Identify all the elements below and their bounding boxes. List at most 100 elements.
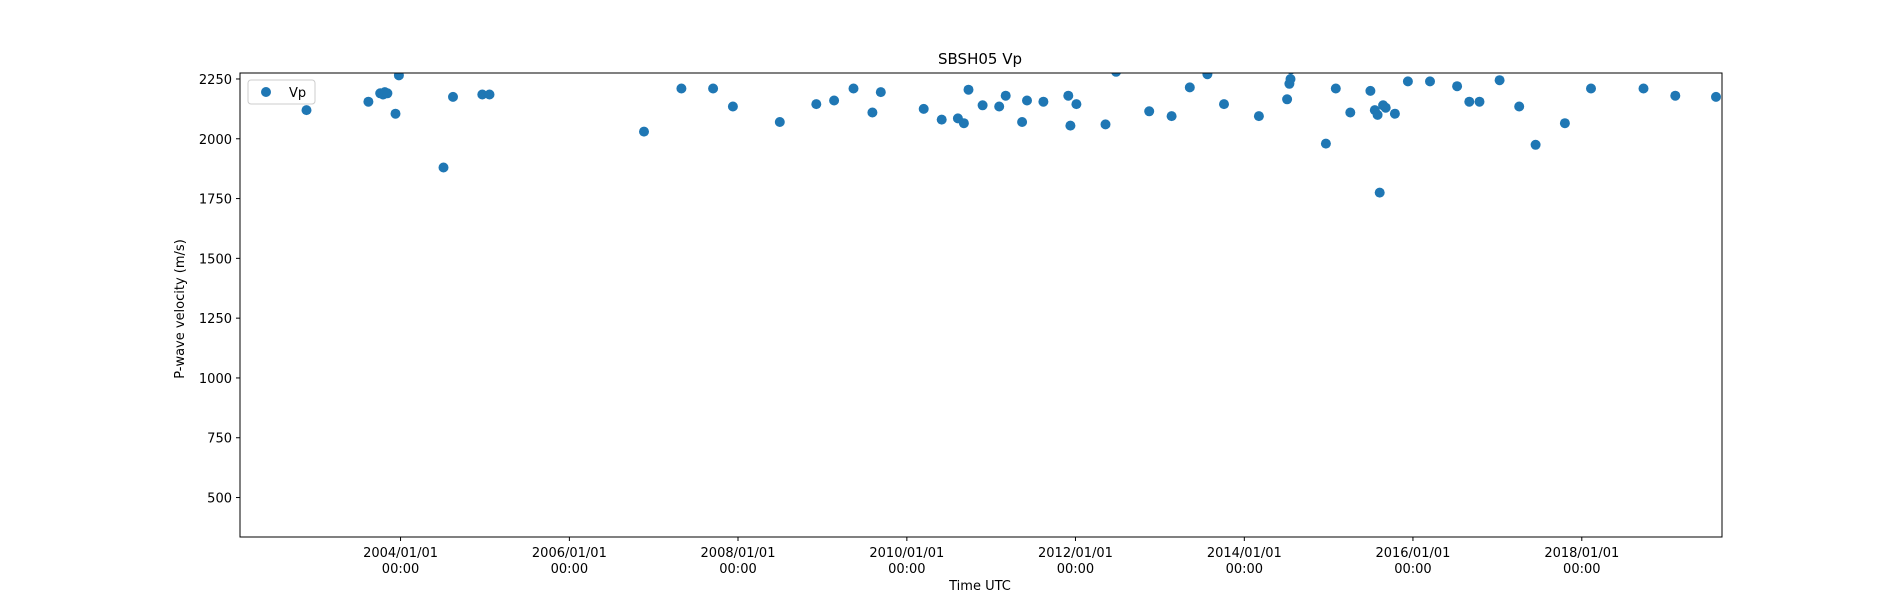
x-tick-label: 2016/01/01 — [1375, 546, 1450, 561]
data-point — [363, 96, 374, 107]
data-point — [848, 83, 859, 94]
data-point — [1846, 96, 1856, 106]
data-point — [977, 100, 988, 111]
data-point — [1494, 75, 1505, 86]
x-tick-label: 2014/01/01 — [1207, 546, 1282, 561]
scatter-points — [301, 73, 1900, 198]
y-axis-label: P-wave velocity (m/s) — [173, 239, 188, 379]
x-tick-label-time: 00:00 — [1057, 562, 1094, 577]
y-tick-label: 1000 — [199, 372, 232, 387]
x-tick-label: 2012/01/01 — [1038, 546, 1113, 561]
data-point — [1219, 99, 1229, 110]
x-tick-label: 2018/01/01 — [1544, 546, 1619, 561]
data-point — [1330, 83, 1341, 94]
y-tick-label: 500 — [207, 492, 232, 507]
data-point — [393, 73, 404, 81]
data-point — [811, 99, 822, 110]
x-axis-label: Time UTC — [948, 579, 1011, 594]
legend-marker — [261, 87, 271, 97]
data-point — [1184, 82, 1195, 93]
data-point — [1638, 83, 1649, 94]
data-point — [1402, 76, 1413, 87]
y-tick-label: 1500 — [199, 252, 232, 267]
data-point — [958, 118, 969, 129]
data-point — [676, 83, 687, 94]
data-point — [1285, 74, 1296, 84]
data-point — [829, 95, 840, 106]
data-point — [1100, 119, 1111, 130]
data-point — [963, 84, 974, 95]
data-point — [1425, 76, 1435, 87]
data-point — [1389, 108, 1400, 119]
x-tick-label-time: 00:00 — [382, 562, 419, 577]
x-tick-label-time: 00:00 — [719, 562, 756, 577]
x-tick-label: 2010/01/01 — [869, 546, 944, 561]
data-point — [1063, 90, 1074, 101]
data-point — [1320, 138, 1331, 149]
data-point — [867, 107, 878, 118]
data-point — [1065, 120, 1076, 131]
data-point — [1793, 110, 1803, 120]
data-point — [382, 88, 393, 99]
y-tick-label: 2250 — [199, 73, 232, 88]
y-tick-label: 750 — [207, 432, 232, 447]
data-point — [1166, 111, 1177, 122]
data-point — [1000, 90, 1011, 101]
data-point — [936, 114, 947, 125]
data-point — [1038, 96, 1049, 107]
data-point — [438, 162, 449, 173]
x-tick-label-time: 00:00 — [1226, 562, 1263, 577]
data-point — [1711, 91, 1721, 102]
plot-area — [240, 73, 1722, 537]
data-point — [390, 108, 401, 119]
data-point — [1380, 102, 1391, 113]
y-tick-label: 1250 — [199, 312, 232, 327]
data-point — [994, 101, 1005, 112]
data-point — [708, 83, 719, 94]
legend-box — [247, 79, 316, 105]
data-point — [1374, 187, 1385, 198]
legend-label: Vp — [289, 86, 306, 101]
data-point — [484, 89, 495, 100]
y-tick-label: 1750 — [199, 193, 232, 208]
data-point — [727, 101, 738, 112]
data-point — [1111, 73, 1121, 77]
data-point — [1670, 90, 1681, 101]
x-tick-label-time: 00:00 — [1563, 562, 1600, 577]
data-point — [301, 105, 312, 116]
data-point — [1452, 81, 1463, 92]
data-point — [1893, 106, 1900, 116]
data-point — [1202, 73, 1213, 80]
data-point — [1022, 95, 1032, 106]
data-point — [1345, 107, 1356, 118]
data-point — [1282, 94, 1293, 105]
x-tick-label: 2008/01/01 — [701, 546, 776, 561]
x-tick-label: 2006/01/01 — [532, 546, 607, 561]
data-point — [918, 103, 929, 114]
data-point — [1017, 117, 1028, 127]
data-point — [1883, 112, 1893, 122]
data-point — [1559, 118, 1570, 129]
data-point — [1144, 106, 1155, 117]
y-tick-label: 2000 — [199, 133, 232, 148]
data-point — [477, 89, 488, 100]
legend: Vp — [247, 79, 316, 105]
plot-frame — [239, 72, 1723, 538]
data-point — [1464, 96, 1475, 107]
x-tick-label-time: 00:00 — [551, 562, 588, 577]
data-point — [1863, 106, 1873, 116]
x-tick-label: 2004/01/01 — [363, 546, 438, 561]
chart-title: SBSH05 Vp — [938, 50, 1022, 68]
data-point — [1365, 85, 1376, 96]
data-point — [1253, 111, 1264, 122]
data-point — [1514, 101, 1525, 112]
data-point — [875, 87, 886, 98]
data-point — [1870, 88, 1880, 98]
data-point — [1474, 96, 1485, 107]
data-point — [774, 117, 785, 127]
axes: 500 750 1000 1250 1500 1750 2000 2250 2004/01/01… — [199, 72, 1723, 577]
data-point — [1071, 99, 1082, 110]
data-point — [1372, 109, 1383, 120]
data-point — [1586, 83, 1596, 94]
